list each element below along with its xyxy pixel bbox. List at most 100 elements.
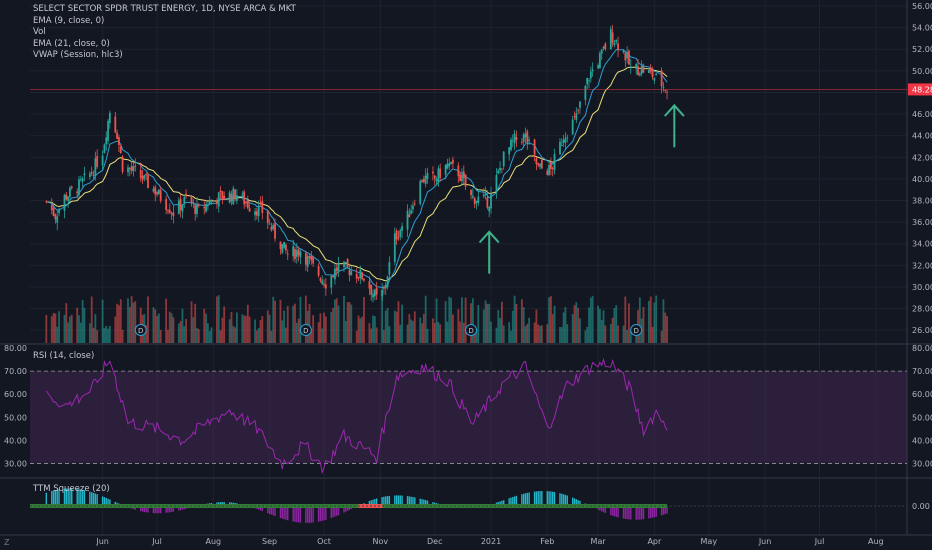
rsi-axis-label: 70.00 — [912, 367, 932, 376]
candle-body — [92, 174, 95, 176]
candle-body — [203, 207, 206, 209]
volume-bar — [308, 303, 311, 343]
volume-bar — [132, 302, 135, 343]
volume-bar — [597, 305, 599, 343]
candle-body — [145, 173, 148, 176]
ttm-bar — [321, 506, 323, 521]
volume-bar — [539, 325, 541, 343]
candle-body — [157, 189, 160, 194]
rsi-tick-label: 50.00 — [4, 413, 27, 422]
ttm-bar — [395, 495, 398, 506]
candle-body — [255, 211, 258, 216]
ttm-bar — [178, 506, 180, 511]
ttm-bar — [58, 489, 60, 506]
volume-bar — [357, 315, 360, 343]
ttm-bar — [388, 495, 391, 506]
volume-bar — [586, 326, 589, 343]
candle-body — [564, 138, 567, 143]
ttm-bar — [94, 493, 97, 506]
candle-body — [413, 203, 416, 205]
volume-bar — [208, 330, 211, 343]
candle-body — [421, 180, 423, 183]
volume-bar — [421, 323, 423, 343]
legend-vol[interactable]: Vol — [33, 27, 46, 37]
candle-body — [245, 201, 247, 204]
candle-body — [622, 50, 625, 53]
volume-bar — [575, 302, 578, 343]
candle-body — [422, 178, 425, 183]
ttm-bar — [528, 492, 530, 506]
volume-bar — [471, 298, 474, 343]
candle-body — [292, 246, 295, 257]
candle-body — [63, 194, 66, 211]
ttm-bar — [510, 497, 512, 506]
legend-vwap[interactable]: VWAP (Session, hlc3) — [33, 50, 123, 60]
legend-ema9[interactable]: EMA (9, close, 0) — [33, 15, 105, 26]
candle-body — [373, 289, 376, 297]
ttm-bar — [147, 506, 149, 513]
candle-body — [510, 139, 512, 150]
volume-bar — [462, 322, 465, 343]
volume-bar — [588, 307, 590, 343]
ttm-bar — [287, 506, 289, 521]
volume-bar — [368, 323, 371, 343]
volume-bar — [355, 330, 358, 343]
candle-body — [304, 253, 307, 265]
volume-bar — [464, 297, 467, 343]
candle-body — [497, 170, 500, 174]
candle-body — [197, 204, 200, 206]
candle-body — [127, 167, 129, 173]
volume-bar — [611, 317, 614, 343]
candle-body — [395, 230, 398, 240]
ttm-pane-title[interactable]: TTM Squeeze (20) — [33, 484, 110, 494]
candle-body — [205, 203, 207, 212]
ttm-bar — [579, 500, 581, 506]
volume-bar — [457, 309, 460, 343]
volume-bar — [553, 305, 556, 343]
candle-body — [228, 192, 231, 203]
ttm-bar — [152, 506, 155, 514]
volume-bar — [562, 312, 565, 343]
candle-body — [424, 175, 427, 184]
volume-bar — [459, 321, 462, 343]
candle-body — [419, 181, 422, 204]
candle-body — [640, 65, 643, 75]
volume-bar — [535, 309, 538, 343]
candle-body — [537, 163, 540, 166]
candle-body — [194, 205, 197, 214]
ttm-bar — [626, 506, 628, 520]
candle-body — [299, 251, 302, 258]
ttm-bar — [172, 506, 175, 512]
ttm-bar — [279, 506, 282, 519]
candle-body — [279, 241, 282, 250]
time-tick-label: Nov — [372, 537, 388, 546]
rsi-pane-title[interactable]: RSI (14, close) — [33, 351, 95, 361]
candle-body — [597, 65, 599, 69]
ttm-bar — [548, 491, 550, 506]
time-tick-label: 2021 — [481, 537, 501, 546]
ttm-bar — [283, 506, 285, 520]
candle-body — [511, 140, 514, 142]
volume-bar — [520, 299, 523, 343]
timezone-toggle[interactable]: Z — [4, 538, 10, 547]
volume-bar — [304, 295, 307, 343]
dividend-marker — [134, 324, 147, 336]
volume-bar — [617, 325, 619, 343]
candle-body — [526, 131, 529, 143]
volume-bar — [564, 307, 567, 343]
volume-bar — [118, 305, 120, 343]
volume-bar — [54, 313, 57, 343]
ttm-bar — [305, 506, 307, 523]
volume-bar — [323, 312, 325, 343]
legend-ema21[interactable]: EMA (21, close, 0) — [33, 38, 110, 49]
volume-bars — [45, 295, 668, 343]
ttm-bar — [259, 506, 262, 511]
rsi-tick-label: 40.00 — [4, 436, 27, 445]
price-tick-label: 50.00 — [912, 67, 932, 76]
volume-bar — [108, 326, 111, 343]
candle-body — [88, 173, 91, 178]
candle-body — [626, 53, 629, 59]
ttm-bar — [69, 488, 71, 506]
ttm-bar — [158, 506, 160, 514]
